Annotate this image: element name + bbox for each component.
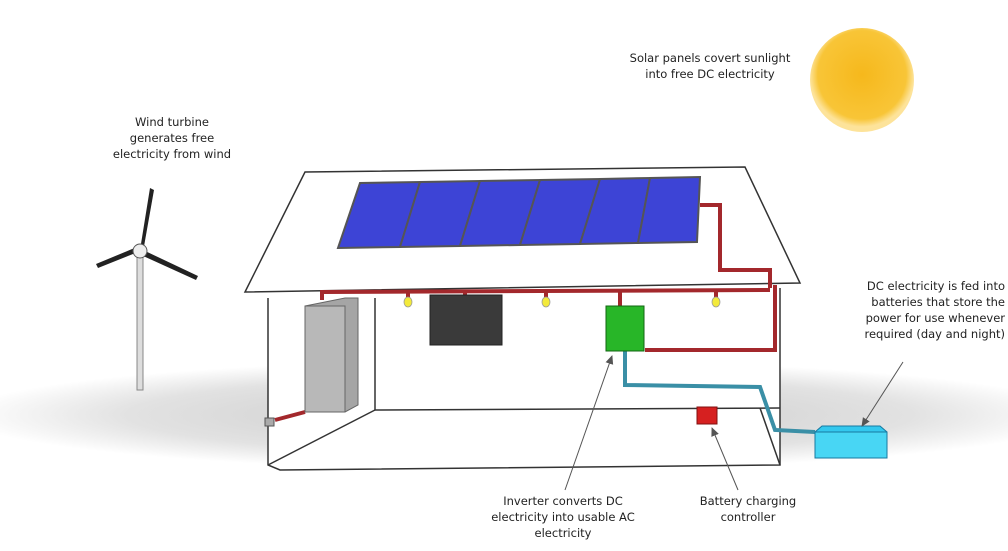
label-line: required (day and night) bbox=[865, 327, 1006, 341]
wind-turbine bbox=[96, 188, 198, 391]
label-line: Battery charging bbox=[700, 494, 797, 508]
label-line: generates free bbox=[130, 131, 214, 145]
label-line: batteries that store the bbox=[871, 295, 1005, 309]
labels: Solar panels covert sunlight into free DC… bbox=[113, 51, 1005, 540]
charge-controller bbox=[696, 406, 718, 425]
television bbox=[429, 294, 503, 346]
solar-panels bbox=[336, 175, 702, 250]
label-line: into free DC electricity bbox=[645, 67, 775, 81]
sun bbox=[810, 28, 914, 132]
label-line: Wind turbine bbox=[135, 115, 209, 129]
label-line: power for use whenever bbox=[866, 311, 1006, 325]
label-line: electricity into usable AC bbox=[491, 510, 635, 524]
label-line: Solar panels covert sunlight bbox=[630, 51, 791, 65]
power-box bbox=[264, 297, 359, 427]
label-line: DC electricity is fed into bbox=[867, 279, 1005, 293]
label-line: controller bbox=[721, 510, 776, 524]
inverter bbox=[605, 305, 645, 352]
light-bulbs bbox=[403, 296, 721, 308]
dc-wiring bbox=[623, 350, 816, 434]
label-line: electricity from wind bbox=[113, 147, 231, 161]
battery bbox=[814, 425, 888, 459]
pointers bbox=[564, 355, 904, 491]
label-line: Inverter converts DC bbox=[503, 494, 623, 508]
label-line: electricity bbox=[535, 526, 592, 540]
